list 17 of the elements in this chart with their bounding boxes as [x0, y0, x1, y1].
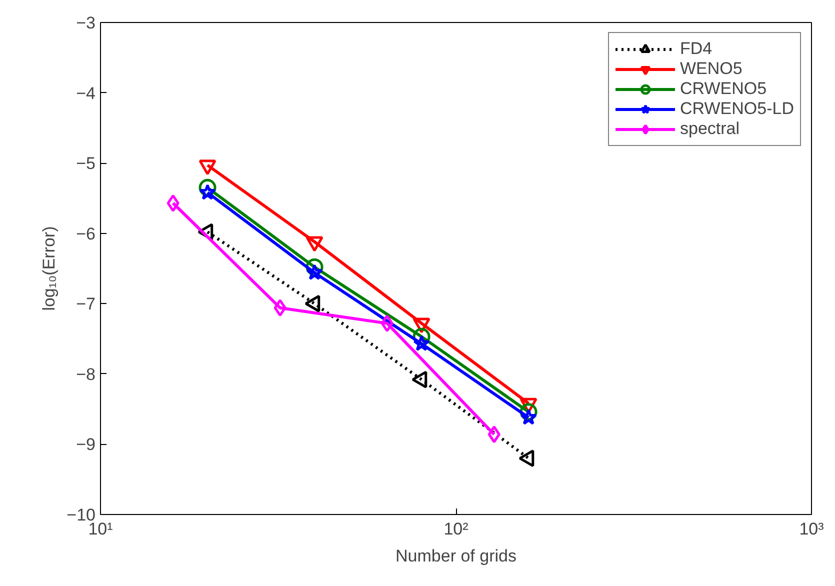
x-axis-title: Number of grids	[396, 546, 516, 566]
legend-label: CRWENO5-LD	[680, 99, 794, 119]
y-tick-label: −6	[76, 224, 96, 244]
y-tick-label: −4	[76, 84, 96, 103]
y-tick-label: −3	[76, 14, 96, 32]
legend-label: FD4	[680, 39, 712, 59]
x-tick-label: 10¹	[88, 520, 114, 538]
y-tick-label: −5	[76, 154, 96, 174]
y-tick-label: −9	[76, 435, 96, 454]
x-tick-label: 10²	[444, 520, 469, 538]
x-tick-label: 10³	[799, 520, 824, 538]
legend-label: WENO5	[680, 59, 742, 79]
legend-label: spectral	[680, 119, 740, 139]
y-tick-label: −8	[76, 364, 96, 384]
y-axis-title: log₁₀(Error)	[40, 226, 59, 311]
y-tick-label: −7	[76, 294, 96, 314]
legend-label: CRWENO5	[680, 79, 767, 99]
